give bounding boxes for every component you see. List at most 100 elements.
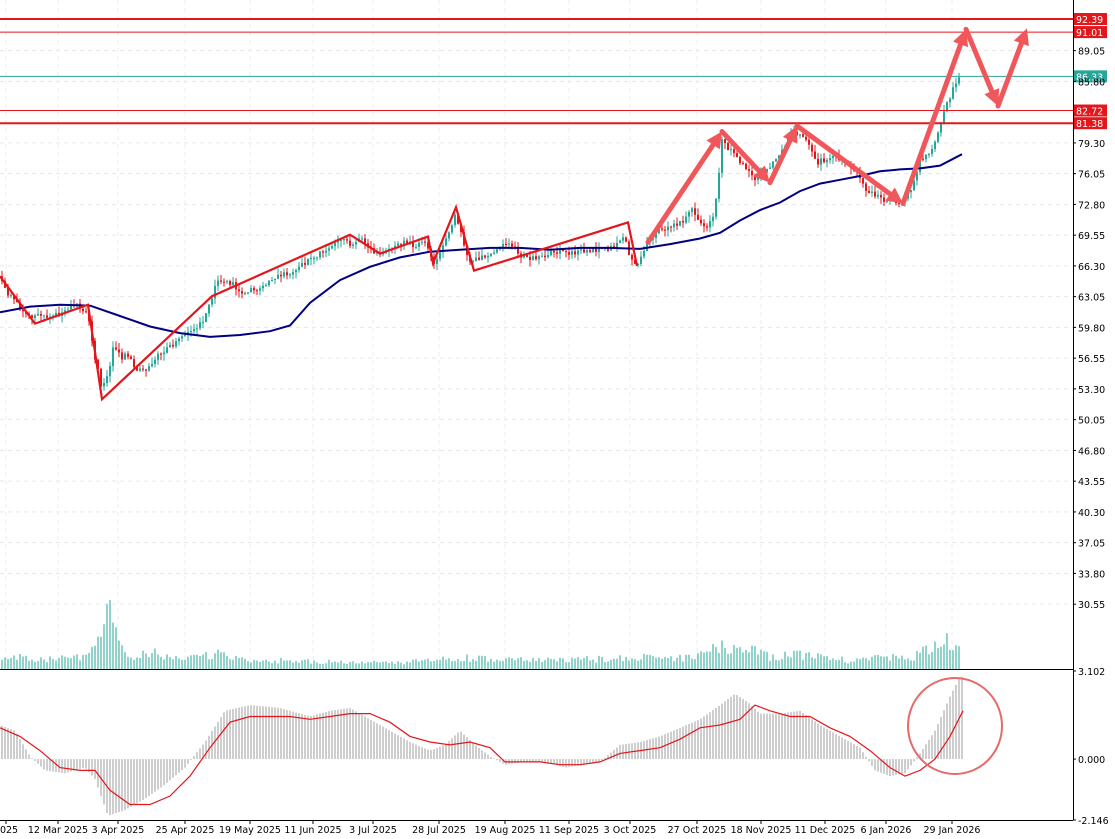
candle-body bbox=[718, 172, 720, 199]
candle-body bbox=[208, 304, 210, 314]
candle-body bbox=[721, 139, 723, 173]
candle-body bbox=[340, 240, 342, 242]
candle-body bbox=[505, 243, 507, 245]
y-tick-label: 63.05 bbox=[1078, 293, 1105, 304]
candle-body bbox=[865, 183, 867, 191]
candle-body bbox=[532, 256, 534, 260]
candle-body bbox=[679, 221, 681, 226]
candle-body bbox=[898, 203, 900, 205]
candle-body bbox=[121, 352, 123, 360]
candle-body bbox=[886, 200, 888, 202]
candle-body bbox=[739, 157, 741, 164]
candle-body bbox=[814, 151, 816, 159]
candle-body bbox=[253, 288, 255, 291]
candle-body bbox=[307, 259, 309, 265]
candle-body bbox=[580, 249, 582, 251]
candle-body bbox=[22, 309, 24, 312]
y-tick-label: 43.55 bbox=[1078, 477, 1105, 488]
candle-body bbox=[931, 148, 933, 154]
candle-body bbox=[574, 251, 576, 255]
candle-body bbox=[916, 172, 918, 181]
projection-arrow-head bbox=[984, 88, 1000, 106]
candle-body bbox=[619, 240, 621, 243]
candle-body bbox=[862, 178, 864, 184]
level-label-box bbox=[1074, 117, 1107, 130]
candles bbox=[1, 72, 960, 391]
candle-body bbox=[382, 253, 384, 255]
candle-body bbox=[607, 248, 609, 251]
candle-body bbox=[118, 349, 120, 353]
candle-body bbox=[175, 341, 177, 347]
y-tick-label: 66.30 bbox=[1078, 262, 1105, 273]
candle-body bbox=[694, 208, 696, 215]
x-tick-label: 27 Oct 2025 bbox=[668, 825, 727, 835]
candle-body bbox=[478, 257, 480, 260]
projection-arrow-head bbox=[885, 187, 903, 204]
candle-body bbox=[742, 163, 744, 165]
candle-body bbox=[442, 245, 444, 253]
candle-body bbox=[451, 225, 453, 233]
projection-arrow-shaft bbox=[900, 41, 964, 206]
candle-body bbox=[64, 310, 66, 313]
candle-body bbox=[346, 239, 348, 241]
candle-body bbox=[868, 190, 870, 193]
candle-body bbox=[325, 250, 327, 253]
candle-body bbox=[949, 98, 951, 103]
candle-body bbox=[70, 304, 72, 310]
candle-body bbox=[82, 308, 84, 312]
y-tick-label: 56.55 bbox=[1078, 354, 1105, 365]
x-tick-label: 3 Oct 2025 bbox=[604, 825, 657, 835]
candle-body bbox=[301, 262, 303, 267]
candle-body bbox=[622, 237, 624, 241]
candle-body bbox=[205, 313, 207, 322]
candle-body bbox=[913, 180, 915, 191]
candle-body bbox=[826, 160, 828, 163]
candle-body bbox=[274, 278, 276, 281]
candle-body bbox=[157, 353, 159, 360]
candle-body bbox=[658, 228, 660, 234]
candle-body bbox=[883, 197, 885, 202]
candle-body bbox=[829, 158, 831, 161]
macd-signal-line bbox=[0, 704, 964, 806]
candle-body bbox=[799, 134, 801, 136]
candle-body bbox=[265, 285, 267, 287]
candle-body bbox=[547, 255, 549, 258]
candle-body bbox=[745, 163, 747, 170]
candle-body bbox=[589, 250, 591, 252]
candle-body bbox=[736, 153, 738, 158]
candle-body bbox=[712, 216, 714, 222]
candle-body bbox=[661, 228, 663, 230]
projection-arrows bbox=[645, 26, 1029, 245]
candle-body bbox=[823, 158, 825, 163]
candle-body bbox=[136, 367, 138, 371]
candle-body bbox=[928, 153, 930, 155]
candle-body bbox=[595, 248, 597, 252]
level-label: 81.38 bbox=[1076, 119, 1103, 130]
candle-body bbox=[502, 243, 504, 249]
y-tick-label: 40.30 bbox=[1078, 508, 1105, 519]
macd-panel bbox=[0, 676, 1003, 816]
level-label: 82.72 bbox=[1076, 107, 1103, 118]
candle-body bbox=[142, 368, 144, 370]
candle-body bbox=[955, 83, 957, 88]
candle-body bbox=[211, 298, 213, 305]
candle-body bbox=[250, 288, 252, 293]
candle-body bbox=[112, 347, 114, 367]
candle-body bbox=[217, 280, 219, 286]
candle-body bbox=[247, 292, 249, 294]
candle-body bbox=[286, 272, 288, 276]
candle-body bbox=[727, 143, 729, 151]
x-tick-label: 11 Sep 2025 bbox=[539, 825, 599, 835]
candle-body bbox=[934, 141, 936, 149]
candle-body bbox=[958, 77, 960, 84]
candle-body bbox=[880, 195, 882, 198]
candle-body bbox=[925, 154, 927, 160]
candle-body bbox=[754, 175, 756, 181]
candle-body bbox=[181, 336, 183, 339]
x-tick-label: 29 Jan 2026 bbox=[924, 825, 981, 835]
candle-body bbox=[43, 315, 45, 317]
candle-body bbox=[295, 269, 297, 273]
candle-body bbox=[676, 223, 678, 226]
